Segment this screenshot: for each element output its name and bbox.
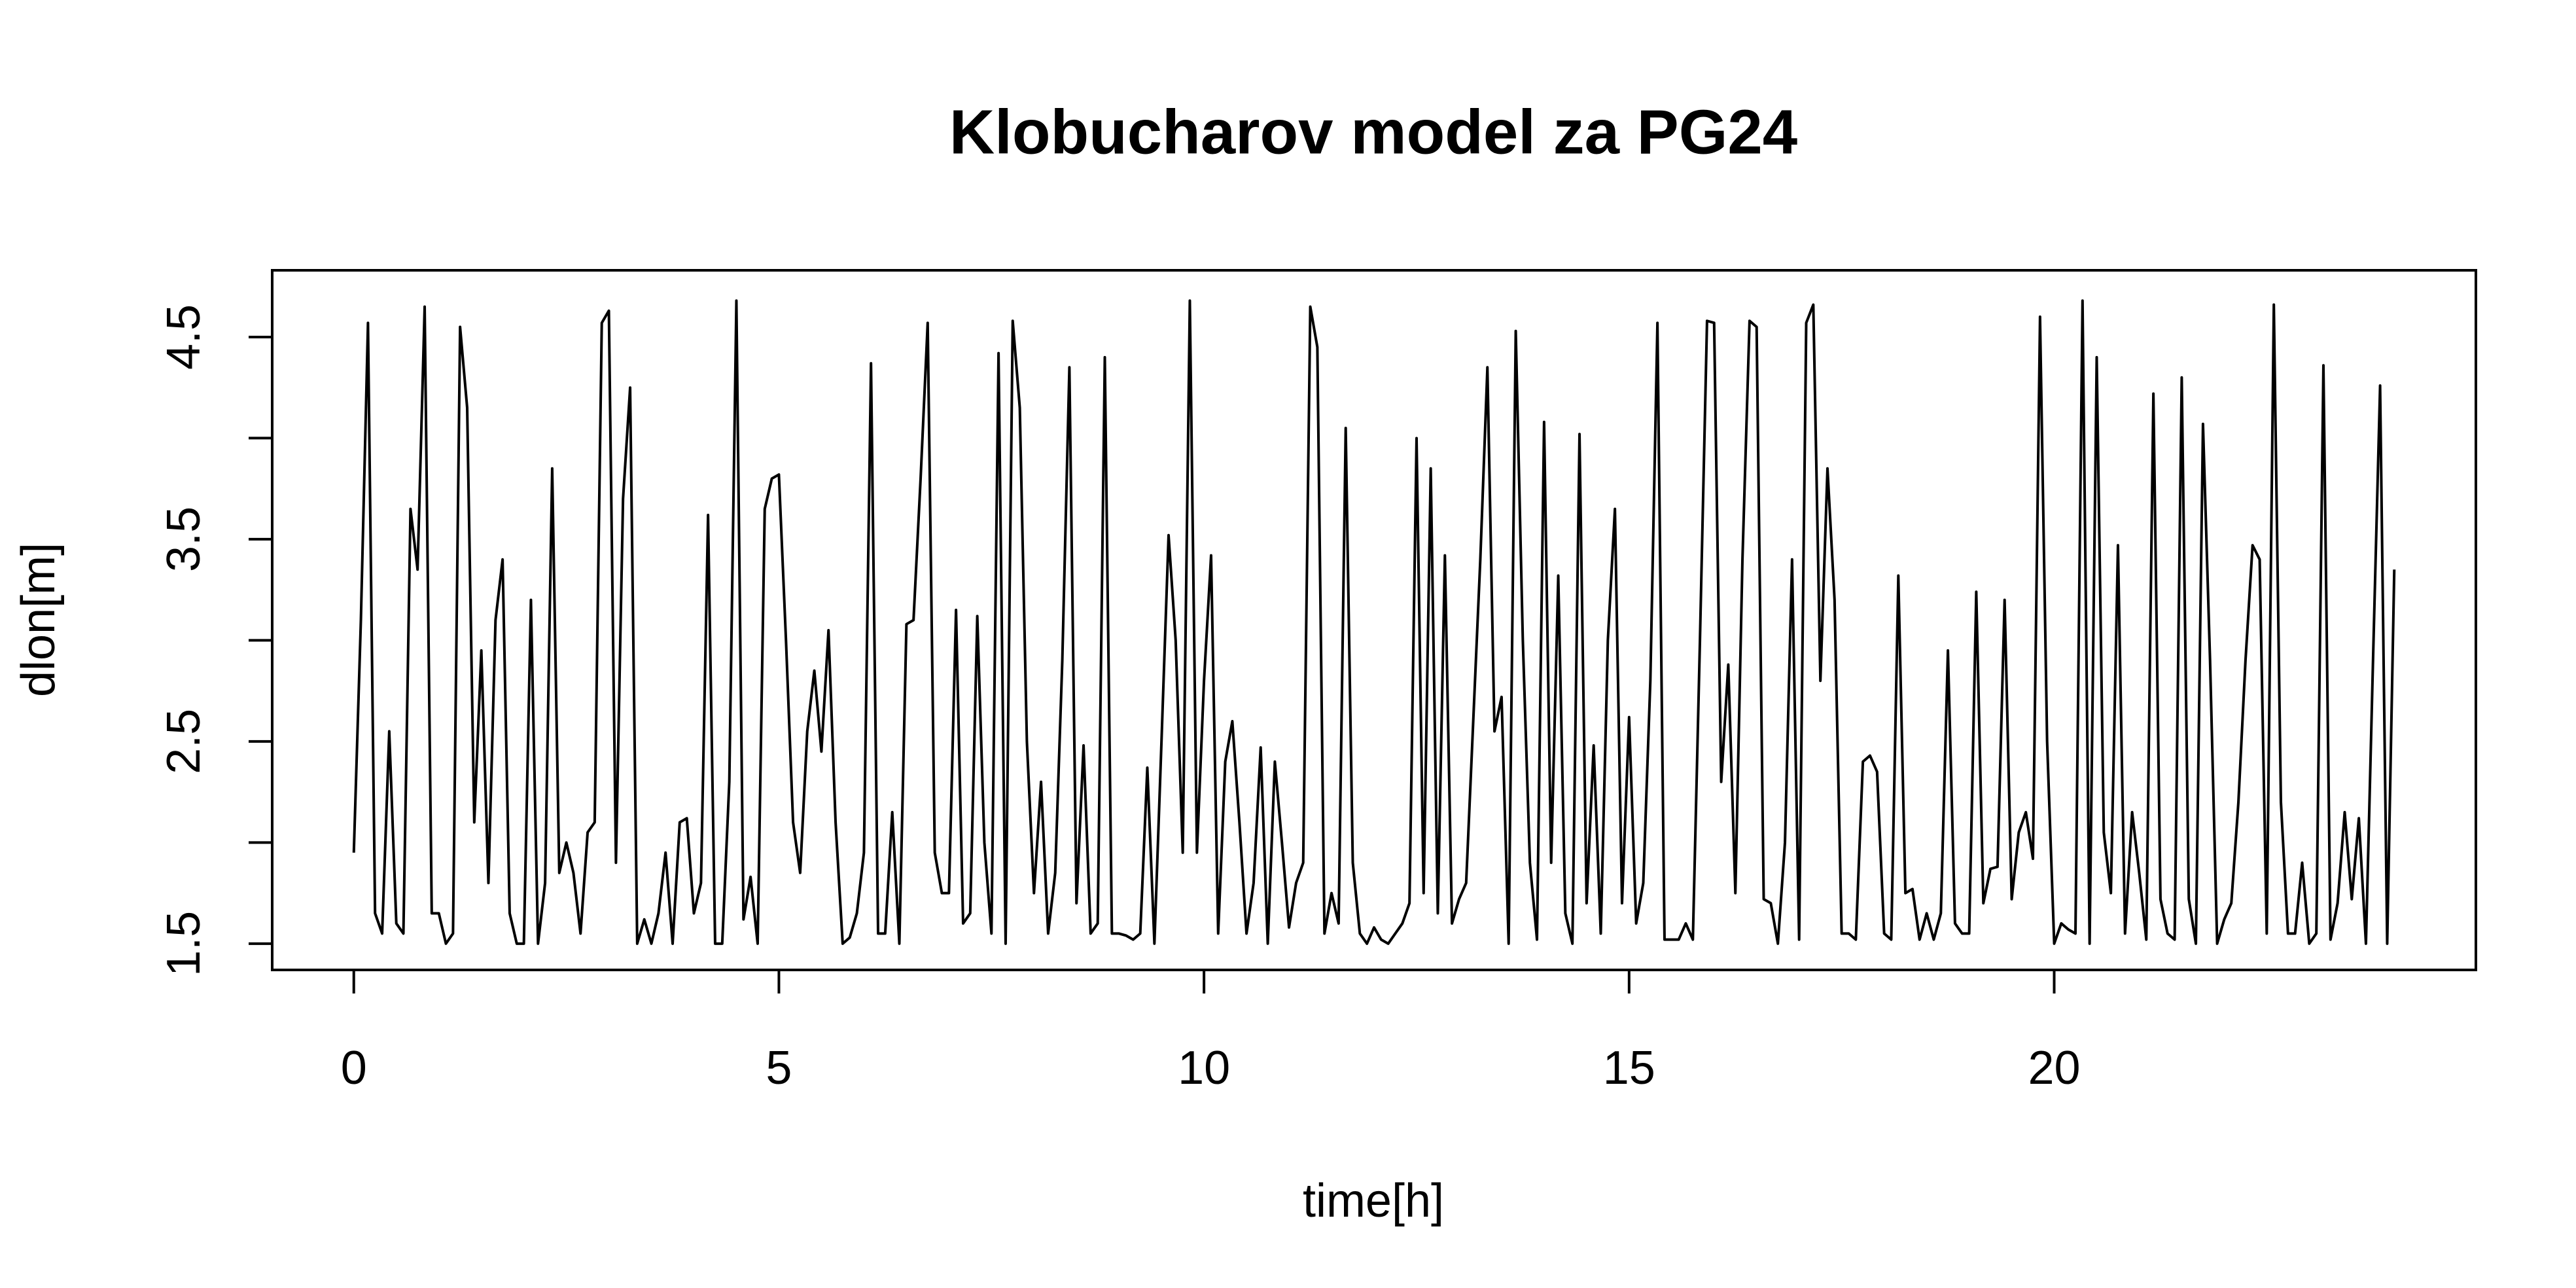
y-axis-label: dlon[m] [12, 543, 65, 697]
plot-frame [271, 269, 2477, 971]
y-tick-label: 3.5 [158, 507, 210, 572]
chart-title: Klobucharov model za PG24 [949, 97, 1797, 167]
x-tick-label: 0 [341, 1042, 367, 1094]
x-tick-label: 10 [1178, 1042, 1230, 1094]
y-tick-label: 2.5 [158, 709, 210, 774]
x-tick-label: 20 [2028, 1042, 2080, 1094]
x-axis-label: time[h] [1303, 1175, 1444, 1227]
y-tick-label: 4.5 [158, 304, 210, 370]
y-tick-label: 1.5 [158, 911, 210, 976]
x-tick-label: 15 [1603, 1042, 1655, 1094]
data-line [352, 299, 2396, 945]
x-tick-label: 5 [766, 1042, 792, 1094]
